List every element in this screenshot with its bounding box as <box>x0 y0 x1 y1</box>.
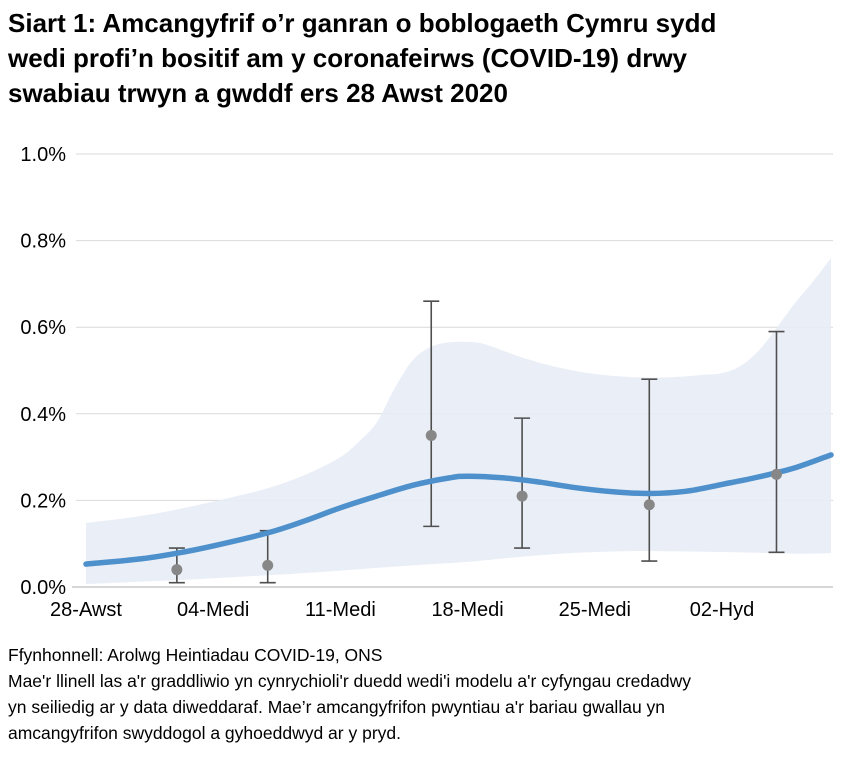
chart-title-line-2: wedi profi’n bositif am y coronafeirws (… <box>8 43 687 73</box>
chart-area: 0.0% 0.2% 0.4% 0.6% 0.8% 1.0% 28-Awst 04-Medi 11… <box>0 140 861 621</box>
y-axis-labels: 0.0% 0.2% 0.4% 0.6% 0.8% 1.0% <box>20 144 66 599</box>
x-tick-label: 11-Medi <box>305 599 376 621</box>
y-tick-label: 0.0% <box>20 577 66 599</box>
chart-title-line-3: swabiau trwyn a gwddf ers 28 Awst 2020 <box>8 78 508 108</box>
x-axis-labels: 28-Awst 04-Medi 11-Medi 18-Medi 25-Medi 02-Hy… <box>50 599 754 621</box>
point-estimates <box>171 429 782 576</box>
x-tick-label: 18-Medi <box>431 599 503 621</box>
y-tick-label: 0.4% <box>20 404 66 426</box>
x-tick-label: 28-Awst <box>50 599 122 621</box>
x-tick-label: 25-Medi <box>559 599 631 621</box>
credible-band <box>86 257 831 584</box>
trend-line <box>83 452 834 567</box>
positivity-trend-chart: 0.0% 0.2% 0.4% 0.6% 0.8% 1.0% 28-Awst 04-Medi 11… <box>20 144 834 621</box>
footnote-line-1: Mae'r llinell las a'r graddliwio yn cynr… <box>8 671 691 691</box>
chart-title-line-1: Siart 1: Amcangyfrif o’r ganran o boblog… <box>8 8 717 38</box>
source-text: Ffynhonnell: Arolwg Heintiadau COVID-19,… <box>8 645 383 665</box>
y-tick-label: 0.8% <box>20 231 66 253</box>
chart-title: Siart 1: Amcangyfrif o’r ganran o boblog… <box>8 6 858 111</box>
x-tick-label: 02-Hyd <box>690 599 754 621</box>
y-tick-label: 0.6% <box>20 317 66 339</box>
error-bars <box>168 300 785 584</box>
x-tick-label: 04-Medi <box>177 599 249 621</box>
footnote-line-3: amcangyfrifon swyddogol a gyhoeddwyd ar … <box>8 723 401 743</box>
y-tick-label: 0.2% <box>20 490 66 512</box>
footnote-line-2: yn seiliedig ar y data diweddaraf. Mae’r… <box>8 697 666 717</box>
chart-footer: Ffynhonnell: Arolwg Heintiadau COVID-19,… <box>8 642 858 746</box>
y-tick-label: 1.0% <box>20 144 66 166</box>
